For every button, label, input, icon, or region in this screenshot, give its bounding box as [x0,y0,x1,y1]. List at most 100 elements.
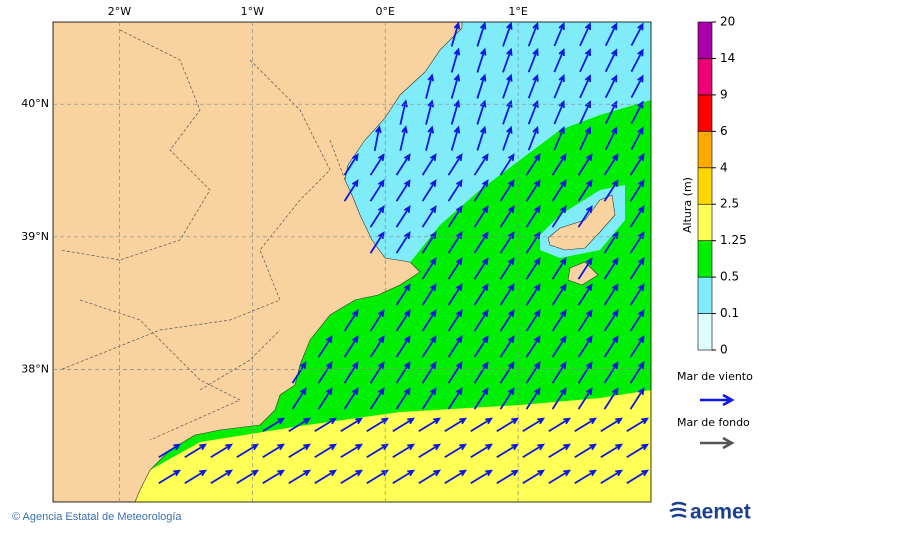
wave-arrow [499,283,515,306]
lon-tick-label: 1°W [241,5,264,18]
wave-arrow [447,179,463,202]
wave-arrow [527,47,539,73]
wave-arrow [473,179,489,202]
wave-arrow [291,387,307,410]
wave-arrow [522,417,546,433]
wave-arrow [603,283,619,306]
wave-arrow [473,153,489,176]
province-border [329,139,346,181]
wave-arrow [630,126,644,151]
wave-arrow [291,361,307,384]
colorbar-label: 1.25 [720,233,747,247]
wave-arrow [158,469,182,485]
wave-arrow [450,22,461,47]
wave-arrow [604,48,618,73]
wave-arrow [553,99,565,125]
wave-arrow [574,469,598,485]
wave-arrow [343,387,359,410]
wave-arrow [496,443,520,459]
wave-arrow [522,443,546,459]
wave-arrow [527,22,539,47]
wave-arrow [603,257,619,280]
wave-arrow [525,283,541,306]
colorbar-label: 6 [720,124,728,138]
province-border [199,329,281,391]
copyright: © Agencia Estatal de Meteorología [12,511,182,523]
map [53,22,651,502]
wave-arrow [450,125,461,151]
wave-arrow [473,309,489,332]
wave-arrow [577,257,593,280]
wave-arrow [369,309,385,332]
wave-arrow [577,387,593,410]
wave-arrow [476,125,487,151]
wave-arrow [473,361,489,384]
wave-arrow [499,257,515,280]
colorbar-label: 20 [720,15,735,29]
wave-arrow [502,73,513,99]
wave-arrow [395,309,411,332]
wave-arrow [629,179,645,202]
colorbar-label: 0.1 [720,306,739,320]
wave-arrow [603,335,619,358]
wave-arrow [421,179,437,202]
wave-arrow [395,361,411,384]
province-border [59,29,211,261]
wave-arrow [184,443,208,459]
wave-arrow [579,126,591,151]
wave-arrow [525,179,541,202]
map-frame [52,21,652,503]
wave-arrow [551,361,567,384]
wave-arrow [600,443,624,459]
wave-arrow [502,47,513,73]
wave-arrow [473,231,489,254]
colorbar-band [697,131,713,169]
wave-arrow [551,153,567,176]
wave-arrow [447,283,463,306]
wave-arrow [395,179,411,202]
wave-arrow [399,125,408,151]
wave-arrow [421,205,437,228]
wave-arrow [551,257,567,280]
wave-arrow [577,335,593,358]
wave-arrow [604,74,618,99]
wave-arrow [551,309,567,332]
wave-arrow [525,335,541,358]
wave-arrow [425,99,435,125]
wave-arrow [527,99,539,125]
colorbar-label: 9 [720,87,728,101]
wave-arrow [553,125,565,151]
wave-arrow [499,231,515,254]
wave-arrow [473,257,489,280]
wave-arrow [447,361,463,384]
wave-arrow [343,335,359,358]
wave-arrow [288,469,312,485]
wave-arrow [447,205,463,228]
wave-arrow [369,205,385,228]
wave-arrow [369,361,385,384]
wave-arrow [527,73,539,99]
colorbar-band [697,21,713,59]
wave-arrow [288,443,312,459]
wave-arrow [522,469,546,485]
wave-arrow [496,469,520,485]
lon-tick-label: 1°E [508,5,527,18]
wave-arrow [340,443,364,459]
wave-arrow [499,309,515,332]
wave-arrow [579,74,591,99]
wave-arrow [577,153,593,176]
wave-arrow [395,283,411,306]
wave-arrow [369,153,385,176]
wave-arrow [499,361,515,384]
wave-arrow [395,153,411,176]
wave-arrow [574,417,598,433]
wave-arrow [603,153,619,176]
wave-arrow [473,283,489,306]
wave-arrow [499,387,515,410]
wave-arrow [577,309,593,332]
wave-arrow [184,469,208,485]
wave-arrow [525,309,541,332]
wave-arrow [548,417,572,433]
wave-arrow [470,417,494,433]
